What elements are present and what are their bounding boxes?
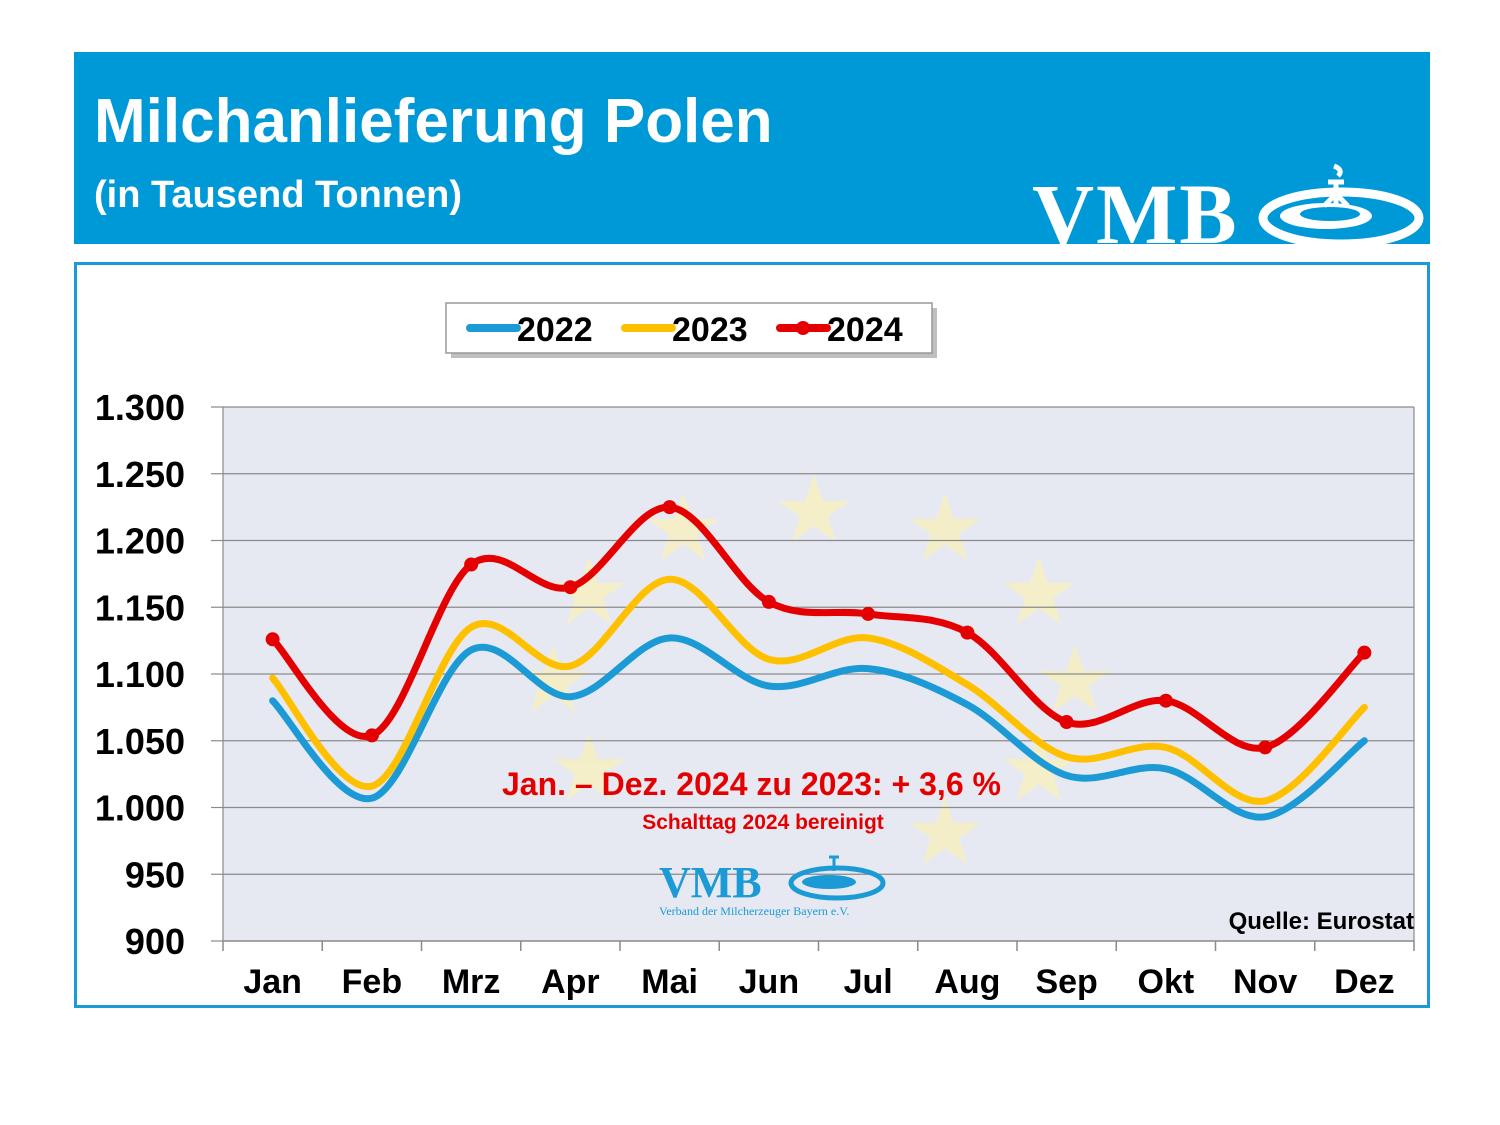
annotation-main: Jan. – Dez. 2024 zu 2023: + 3,6 % [502,766,1001,802]
series-line-2022 [269,634,1368,821]
legend-label-2023: 2023 [672,311,748,349]
eu-stars-watermark [517,475,1111,864]
y-tick-label: 1.200 [95,521,185,562]
x-tick-label: Apr [541,963,600,1001]
data-point-2024-Nov [1258,740,1273,755]
data-point-2024-Sep [1059,715,1074,730]
y-tick-label: 950 [125,854,185,895]
x-tick-label: Mai [641,963,698,1001]
x-tick-label: Aug [934,963,1000,1001]
data-point-2024-Feb [364,728,379,743]
data-point-2024-Jan [265,632,280,647]
y-tick-label: 1.300 [95,387,185,428]
chart-title: Milchanlieferung Polen [94,87,773,156]
data-point-2024-Jul [861,606,876,621]
title-banner: Milchanlieferung Polen (in Tausend Tonne… [74,52,1430,244]
y-tick-label: 1.150 [95,587,185,628]
watermark-logo-text: VMB [659,858,762,907]
legend: 2022 2023 2024 [445,302,937,358]
data-point-2024-Apr [563,580,578,595]
x-axis [222,940,1415,951]
data-point-2024-Dez [1357,645,1372,660]
series-layer [269,503,1368,821]
data-point-2024-Aug [960,625,975,640]
x-tick-label: Okt [1138,963,1195,1001]
y-axis-labels: 900 950 1.000 1.050 1.100 1.150 1.200 1.250 1.30… [95,387,185,962]
y-tick-label: 1.000 [95,788,185,829]
data-point-2024-Mrz [464,557,479,572]
data-point-2024-Mai [662,500,677,515]
vmb-logo-icon [1258,163,1424,244]
chart-subtitle: (in Tausend Tonnen) [94,174,462,216]
x-tick-label: Feb [342,963,402,1001]
x-tick-label: Jul [844,963,893,1001]
data-point-2024-Jun [761,594,776,609]
x-tick-label: Nov [1233,963,1297,1001]
annotation-sub: Schalttag 2024 bereinigt [642,811,884,834]
series-line-2024 [269,503,1368,752]
watermark-logo-icon [788,855,886,901]
x-tick-label: Dez [1334,963,1394,1001]
legend-marker-2024 [796,321,810,335]
y-tick-label: 1.100 [95,654,185,695]
x-axis-labels: Jan Feb Mrz Apr Mai Jun Jul Aug Sep Okt Nov Dez [243,963,1394,1001]
series-line-2023 [269,575,1368,805]
watermark-tagline: Verband der Milcherzeuger Bayern e.V. [659,904,849,918]
x-tick-label: Jan [243,963,302,1001]
legend-box [445,302,933,354]
x-tick-label: Mrz [442,963,501,1001]
source-note: Quelle: Eurostat [1229,908,1414,935]
line-chart: 900 950 1.000 1.050 1.100 1.150 1.200 1.250 1.30… [95,302,1415,1001]
chart-frame: 900 950 1.000 1.050 1.100 1.150 1.200 1.250 1.30… [74,262,1430,1008]
legend-label-2022: 2022 [517,311,593,349]
marker-layer [265,500,1372,755]
x-tick-label: Jun [739,963,799,1001]
y-axis-ticks [211,406,223,942]
legend-label-2024: 2024 [827,311,903,349]
data-point-2024-Okt [1158,693,1173,708]
vmb-logo-text: VMB [1032,166,1239,244]
watermark-logo: VMB Verband der Milcherzeuger Bayern e.V… [659,855,886,918]
y-tick-label: 900 [125,921,185,962]
y-tick-label: 1.050 [95,721,185,762]
x-tick-label: Sep [1035,963,1097,1001]
y-tick-label: 1.250 [95,454,185,495]
